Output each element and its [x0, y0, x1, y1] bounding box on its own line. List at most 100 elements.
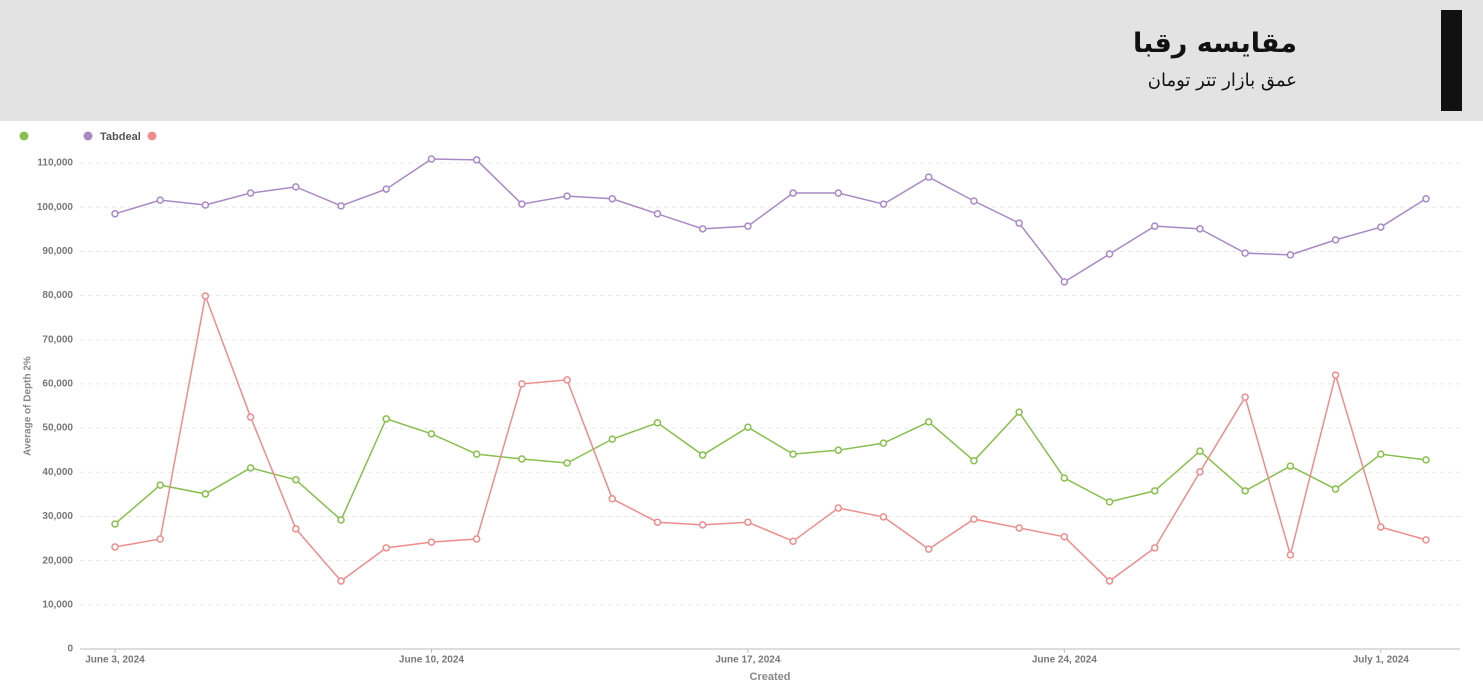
legend-dot — [147, 131, 157, 141]
x-tick-label: June 24, 2024 — [1032, 655, 1097, 666]
title: مقایسه رقبا — [1132, 28, 1297, 59]
point — [563, 376, 571, 384]
point — [653, 210, 662, 218]
point — [201, 490, 210, 498]
point — [472, 156, 481, 164]
y-tick-label: 50,000 — [42, 423, 73, 434]
point — [427, 155, 436, 163]
point — [1151, 487, 1159, 495]
point — [834, 446, 843, 454]
point — [382, 185, 390, 193]
y-tick-label: 70,000 — [42, 334, 73, 345]
y-tick-label: 20,000 — [42, 555, 73, 566]
point — [1331, 236, 1340, 244]
point — [111, 543, 119, 551]
point — [518, 380, 526, 388]
point — [1105, 498, 1114, 506]
point — [1015, 408, 1023, 416]
point — [1422, 456, 1430, 464]
point — [201, 292, 210, 300]
y-tick-label: 40,000 — [42, 467, 73, 478]
point — [789, 537, 797, 545]
point — [744, 518, 752, 526]
point — [246, 413, 255, 421]
y-tick-label: 0 — [67, 644, 73, 655]
point — [1377, 450, 1385, 458]
point — [698, 451, 707, 459]
point — [608, 495, 617, 503]
y-tick-label: 100,000 — [37, 202, 74, 213]
y-tick-label: 10,000 — [42, 599, 73, 610]
point — [608, 435, 617, 443]
x-tick-label: June 3, 2024 — [85, 655, 145, 666]
point — [246, 464, 255, 472]
point — [744, 423, 752, 431]
point — [1422, 195, 1430, 203]
y-axis-label: Average of Depth 2% — [23, 356, 34, 456]
x-tick-label: July 1, 2024 — [1353, 655, 1410, 666]
point — [472, 535, 481, 543]
point — [292, 183, 300, 191]
legend-dot — [19, 131, 29, 141]
point — [1377, 223, 1385, 231]
point — [1377, 523, 1385, 531]
y-tick-label: 60,000 — [42, 379, 73, 390]
point — [563, 192, 571, 200]
point — [156, 481, 164, 489]
point — [1286, 551, 1295, 559]
point — [1241, 487, 1249, 495]
point — [834, 504, 843, 512]
point — [518, 200, 526, 208]
point — [1015, 524, 1023, 532]
point — [1060, 474, 1069, 482]
series-line — [114, 410, 1427, 525]
point — [744, 222, 752, 230]
point — [1422, 536, 1430, 544]
y-tick-label: 90,000 — [42, 246, 73, 257]
point — [1060, 278, 1069, 286]
point — [698, 521, 707, 529]
point — [1196, 447, 1204, 455]
point — [970, 197, 978, 205]
x-axis-label: Created — [750, 671, 791, 683]
point — [201, 201, 210, 209]
x-tick-label: June 10, 2024 — [399, 655, 464, 666]
point — [1015, 219, 1023, 227]
point — [111, 520, 119, 528]
point — [879, 200, 888, 208]
point — [698, 225, 707, 233]
point — [653, 419, 662, 427]
point — [924, 173, 933, 181]
point — [1151, 222, 1159, 230]
point — [1241, 249, 1249, 257]
legend-label: Tabdeal — [100, 131, 141, 143]
point — [292, 525, 300, 533]
point — [246, 189, 255, 197]
point — [1196, 225, 1204, 233]
point — [789, 450, 797, 458]
point — [1286, 251, 1295, 259]
header: مقایسه رقبا عمق بازار تتر تومان — [0, 0, 1483, 121]
point — [1241, 393, 1249, 401]
point — [1151, 544, 1159, 552]
point — [924, 418, 933, 426]
point — [1331, 485, 1340, 493]
point — [382, 544, 390, 552]
point — [970, 457, 978, 465]
point — [156, 535, 164, 543]
point — [427, 538, 436, 546]
point — [924, 545, 933, 553]
y-tick-label: 30,000 — [42, 511, 73, 522]
point — [111, 210, 119, 218]
x-tick-label: June 17, 2024 — [715, 655, 780, 666]
point — [337, 202, 345, 210]
point — [1286, 462, 1295, 470]
point — [427, 430, 436, 438]
point — [1105, 577, 1114, 585]
point — [879, 513, 888, 521]
point — [1060, 533, 1069, 541]
point — [156, 196, 164, 204]
point — [1105, 250, 1114, 258]
point — [292, 476, 300, 484]
